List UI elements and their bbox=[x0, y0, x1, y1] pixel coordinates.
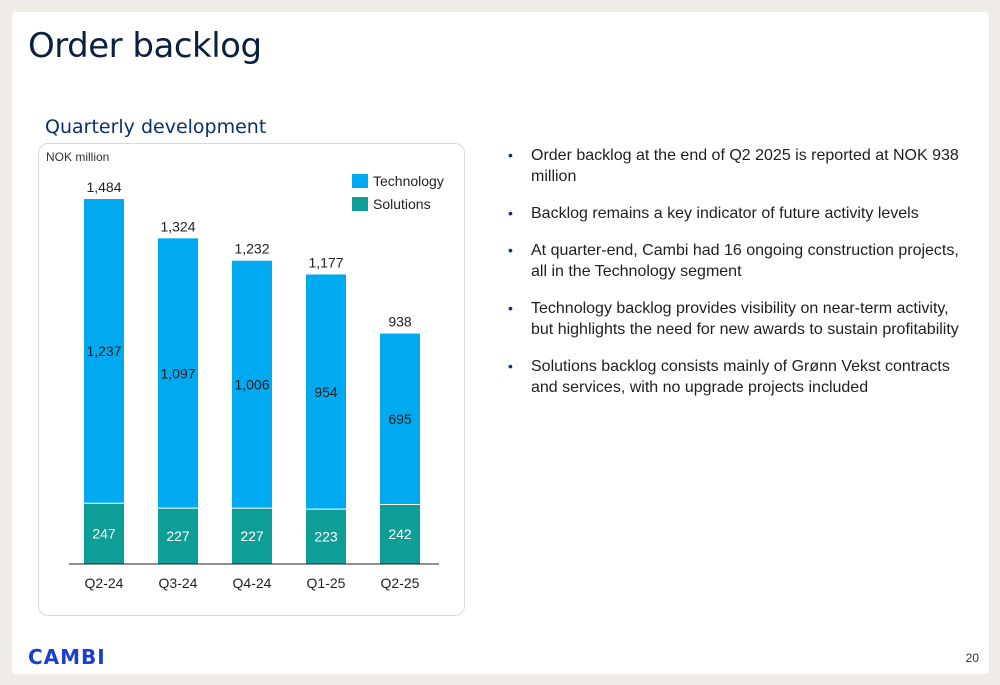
bullet-dot: • bbox=[508, 358, 513, 374]
data-label-total: 938 bbox=[388, 314, 412, 330]
bullet-text: Order backlog at the end of Q2 2025 is r… bbox=[531, 147, 959, 185]
cambi-logo: CAMBI bbox=[28, 645, 106, 669]
chart-subtitle: Quarterly development bbox=[45, 116, 267, 138]
x-tick-label: Q4-24 bbox=[233, 575, 272, 591]
bullet-item: • Backlog remains a key indicator of futu… bbox=[506, 203, 966, 224]
x-tick-label: Q2-25 bbox=[381, 575, 420, 591]
data-label-solutions: 242 bbox=[388, 526, 412, 542]
legend-swatch-solutions bbox=[352, 197, 368, 211]
data-label-technology: 1,237 bbox=[86, 343, 121, 359]
bullet-dot: • bbox=[508, 242, 513, 258]
bullet-item: • At quarter-end, Cambi had 16 ongoing co… bbox=[506, 240, 966, 282]
data-label-technology: 695 bbox=[388, 411, 412, 427]
bar-technology bbox=[306, 274, 346, 510]
data-label-total: 1,484 bbox=[86, 179, 121, 195]
bullet-text: Backlog remains a key indicator of futur… bbox=[531, 205, 919, 222]
data-label-solutions: 227 bbox=[240, 528, 264, 544]
data-label-solutions: 227 bbox=[166, 528, 190, 544]
bullet-item: • Technology backlog provides visibility … bbox=[506, 298, 966, 340]
bullet-text: Solutions backlog consists mainly of Grø… bbox=[531, 358, 950, 396]
page-number: 20 bbox=[965, 651, 979, 665]
x-tick-label: Q3-24 bbox=[159, 575, 198, 591]
x-tick-label: Q1-25 bbox=[307, 575, 346, 591]
bullet-text: At quarter-end, Cambi had 16 ongoing con… bbox=[531, 242, 959, 280]
bar-technology bbox=[232, 260, 272, 509]
bar-solutions bbox=[306, 509, 346, 564]
bullet-item: • Order backlog at the end of Q2 2025 is … bbox=[506, 145, 966, 187]
bullet-dot: • bbox=[508, 205, 513, 221]
bar-solutions bbox=[380, 504, 420, 564]
bullet-text: Technology backlog provides visibility o… bbox=[531, 300, 959, 338]
chart-container: NOK million 247 1,237 1,484 Q2-24 227 1,097 1,3… bbox=[38, 143, 465, 616]
bullet-item: • Solutions backlog consists mainly of Gr… bbox=[506, 356, 966, 398]
data-label-solutions: 247 bbox=[92, 526, 116, 542]
bar-technology bbox=[380, 333, 420, 505]
bar-technology bbox=[158, 238, 198, 509]
bar-technology bbox=[84, 199, 124, 504]
bullet-dot: • bbox=[508, 147, 513, 163]
x-tick-label: Q2-24 bbox=[85, 575, 124, 591]
bullet-dot: • bbox=[508, 300, 513, 316]
page-title: Order backlog bbox=[28, 26, 262, 66]
legend-label-solutions: Solutions bbox=[373, 196, 431, 212]
data-label-technology: 1,097 bbox=[160, 365, 195, 381]
bullet-list: • Order backlog at the end of Q2 2025 is … bbox=[506, 145, 966, 414]
backlog-chart: NOK million 247 1,237 1,484 Q2-24 227 1,097 1,3… bbox=[46, 150, 444, 591]
data-label-total: 1,324 bbox=[160, 218, 195, 234]
legend-label-technology: Technology bbox=[373, 173, 444, 189]
data-label-total: 1,232 bbox=[234, 241, 269, 257]
data-label-solutions: 223 bbox=[314, 529, 338, 545]
bar-solutions bbox=[232, 508, 272, 564]
bar-solutions bbox=[158, 508, 198, 564]
legend-swatch-technology bbox=[352, 174, 368, 188]
data-label-technology: 1,006 bbox=[234, 376, 269, 392]
slide: Order backlog Quarterly development NOK … bbox=[12, 12, 989, 674]
data-label-technology: 954 bbox=[314, 384, 338, 400]
bar-solutions bbox=[84, 503, 124, 564]
unit-label: NOK million bbox=[46, 150, 109, 164]
data-label-total: 1,177 bbox=[308, 255, 343, 271]
